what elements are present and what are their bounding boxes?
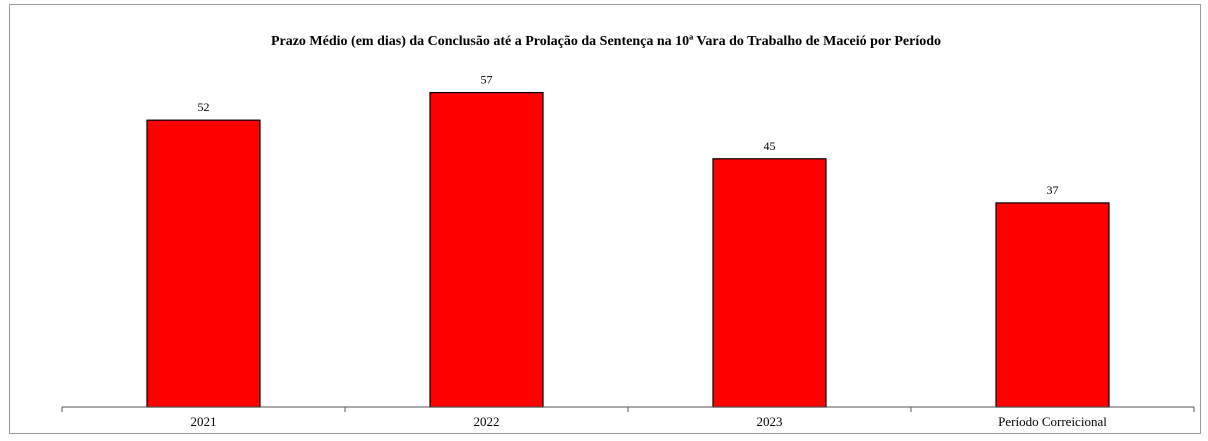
chart-title: Prazo Médio (em dias) da Conclusão até a… xyxy=(271,34,941,49)
x-axis: 2021 2022 2023 Período Correicional xyxy=(61,406,1195,429)
bar-3 xyxy=(712,158,827,408)
data-label-4: 37 xyxy=(1047,183,1059,197)
bar-1 xyxy=(146,119,261,408)
data-label-1: 52 xyxy=(198,100,210,114)
x-tick-label-1: 2021 xyxy=(191,414,217,429)
data-label-2: 57 xyxy=(481,73,493,87)
bars-layer: 52 57 45 37 xyxy=(146,73,1110,408)
x-tick-label-4: Período Correicional xyxy=(998,414,1107,429)
bar-chart: Prazo Médio (em dias) da Conclusão até a… xyxy=(61,34,1195,429)
data-label-3: 45 xyxy=(764,139,776,153)
x-tick-label-2: 2022 xyxy=(474,414,500,429)
x-tick-label-3: 2023 xyxy=(757,414,783,429)
bar-2 xyxy=(429,91,544,408)
bar-4 xyxy=(995,202,1110,408)
chart-frame: Prazo Médio (em dias) da Conclusão até a… xyxy=(9,4,1201,434)
